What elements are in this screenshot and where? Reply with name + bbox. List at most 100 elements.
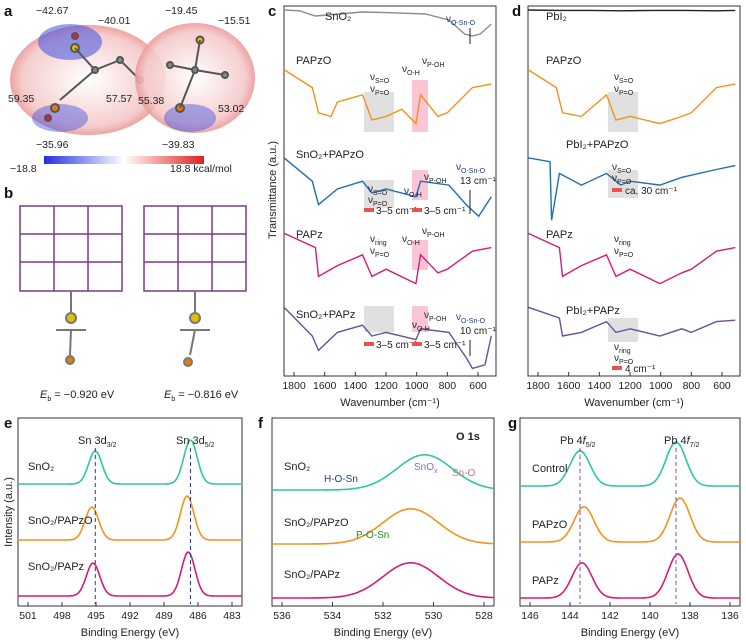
annotation: νP-OH bbox=[424, 310, 447, 323]
tick-label: 1000 bbox=[649, 380, 673, 392]
crystal-slab-left bbox=[19, 205, 123, 292]
xticks-f: 536 534 532 530 528 bbox=[273, 602, 493, 622]
shift-arrow bbox=[412, 208, 422, 212]
annotation: νring bbox=[614, 234, 631, 247]
annotation: 3–5 cm⁻¹ bbox=[424, 206, 466, 217]
annotation: 13 cm⁻¹ bbox=[460, 176, 497, 187]
shift-arrow bbox=[612, 366, 622, 370]
tick-label: 136 bbox=[721, 610, 739, 622]
trace-label: SnO₂ bbox=[325, 11, 351, 23]
spectra-d bbox=[527, 9, 736, 337]
panel-label-c: c bbox=[268, 3, 276, 20]
spectrum-line bbox=[283, 232, 492, 285]
annotation: νP=O bbox=[370, 84, 390, 97]
xlabel-e: Binding Energy (eV) bbox=[81, 627, 179, 639]
spectrum-line bbox=[527, 232, 736, 285]
tick-label: 1600 bbox=[313, 380, 337, 392]
spectrum-line bbox=[527, 157, 736, 221]
tick-label: 536 bbox=[273, 610, 291, 622]
spectrum-line bbox=[283, 69, 492, 126]
annotation: νO-H bbox=[402, 64, 420, 77]
peak-label: Sn 3d5/2 bbox=[176, 435, 215, 449]
annotation: νO-H bbox=[412, 320, 430, 333]
xps-line bbox=[272, 562, 495, 599]
annotation: νO-H bbox=[402, 234, 420, 247]
trace-label: SnO₂/PAPzO bbox=[284, 517, 349, 529]
tick-label: 600 bbox=[713, 380, 731, 392]
xticks-d: 1800 1600 1400 1200 1000 800 600 bbox=[526, 372, 731, 392]
tick-label: 142 bbox=[601, 610, 619, 622]
binding-energy-left: Eb = −0.920 eV bbox=[40, 389, 115, 403]
component-label: SnOx bbox=[414, 462, 438, 475]
xps-line bbox=[520, 497, 740, 543]
spectrum-line bbox=[283, 306, 492, 370]
panel-label-f: f bbox=[258, 415, 264, 432]
annotation: 3–5 cm⁻¹ bbox=[424, 340, 466, 351]
ylabel-e: Intensity (a.u.) bbox=[3, 477, 15, 547]
panel-label-b: b bbox=[4, 185, 13, 202]
tick-label: 1200 bbox=[374, 380, 398, 392]
trace-label: Control bbox=[532, 463, 567, 475]
esp-molecule-right bbox=[135, 23, 255, 133]
trace-label: SnO₂+PAPzO bbox=[296, 149, 364, 161]
spectrum-line bbox=[283, 9, 492, 37]
spectra-c bbox=[283, 9, 492, 370]
tick-label: 483 bbox=[223, 610, 241, 622]
peak-label: Sn 3d3/2 bbox=[78, 435, 117, 449]
annotation: 4 cm⁻¹ bbox=[625, 364, 656, 375]
tick-label: 492 bbox=[121, 610, 139, 622]
panel-label-e: e bbox=[4, 415, 12, 432]
annotation: νP=O bbox=[614, 353, 634, 366]
annotation: νP=O bbox=[370, 246, 390, 259]
tick-label: 1800 bbox=[526, 380, 550, 392]
esp-value: −39.83 bbox=[162, 139, 195, 151]
tick-label: 495 bbox=[87, 610, 105, 622]
esp-value: −15.51 bbox=[218, 15, 251, 27]
xps-line bbox=[520, 553, 740, 599]
esp-colorbar bbox=[44, 156, 204, 164]
xps-traces-e bbox=[18, 439, 242, 604]
spectrum-line bbox=[527, 9, 736, 12]
trace-label: PAPzO bbox=[296, 55, 332, 67]
tick-label: 498 bbox=[53, 610, 71, 622]
tick-label: 489 bbox=[155, 610, 173, 622]
esp-value: 53.02 bbox=[218, 103, 244, 115]
trace-label: SnO₂/PAPz bbox=[28, 561, 84, 573]
annotation: νO-H bbox=[404, 186, 422, 199]
xps-line bbox=[272, 508, 495, 545]
crystal-slab-right bbox=[143, 205, 247, 292]
annotation: ca. 30 cm⁻¹ bbox=[625, 186, 678, 197]
tick-label: 532 bbox=[374, 610, 392, 622]
trace-label: PbI₂+PAPz bbox=[566, 305, 620, 317]
annotation: νP=O bbox=[368, 195, 388, 208]
peak-label: Pb 4f7/2 bbox=[664, 435, 700, 449]
esp-value: 59.35 bbox=[8, 93, 34, 105]
xticks-e: 501 498 495 492 489 486 483 bbox=[19, 602, 241, 622]
trace-label: PAPz bbox=[296, 229, 323, 241]
annotation: νring bbox=[614, 342, 631, 355]
tick-label: 144 bbox=[561, 610, 579, 622]
annotation: νP-OH bbox=[424, 172, 447, 185]
xps-line bbox=[272, 454, 495, 491]
tick-label: 528 bbox=[475, 610, 493, 622]
xps-traces-f bbox=[272, 454, 495, 599]
tick-label: 530 bbox=[425, 610, 443, 622]
xps-line bbox=[520, 441, 740, 487]
trace-label: SnO₂/PAPz bbox=[284, 569, 340, 581]
trace-label: PbI₂ bbox=[546, 11, 567, 23]
esp-value: −42.67 bbox=[36, 5, 69, 17]
annotation: νS=O bbox=[614, 72, 634, 85]
annotation: νP-OH bbox=[422, 56, 445, 69]
annotation: νO-Sn-O bbox=[446, 14, 476, 27]
annotation: νP=O bbox=[612, 173, 632, 186]
xps-traces-g bbox=[520, 441, 740, 604]
trace-label: SnO₂ bbox=[284, 461, 310, 473]
tick-label: 1400 bbox=[344, 380, 368, 392]
colorbar-min: −18.8 bbox=[10, 163, 37, 175]
annotation: νring bbox=[370, 234, 387, 247]
binding-energy-right: Eb = −0.816 eV bbox=[164, 389, 239, 403]
xlabel-f: Binding Energy (eV) bbox=[334, 627, 432, 639]
spectrum-line bbox=[283, 157, 492, 218]
tick-label: 534 bbox=[324, 610, 342, 622]
